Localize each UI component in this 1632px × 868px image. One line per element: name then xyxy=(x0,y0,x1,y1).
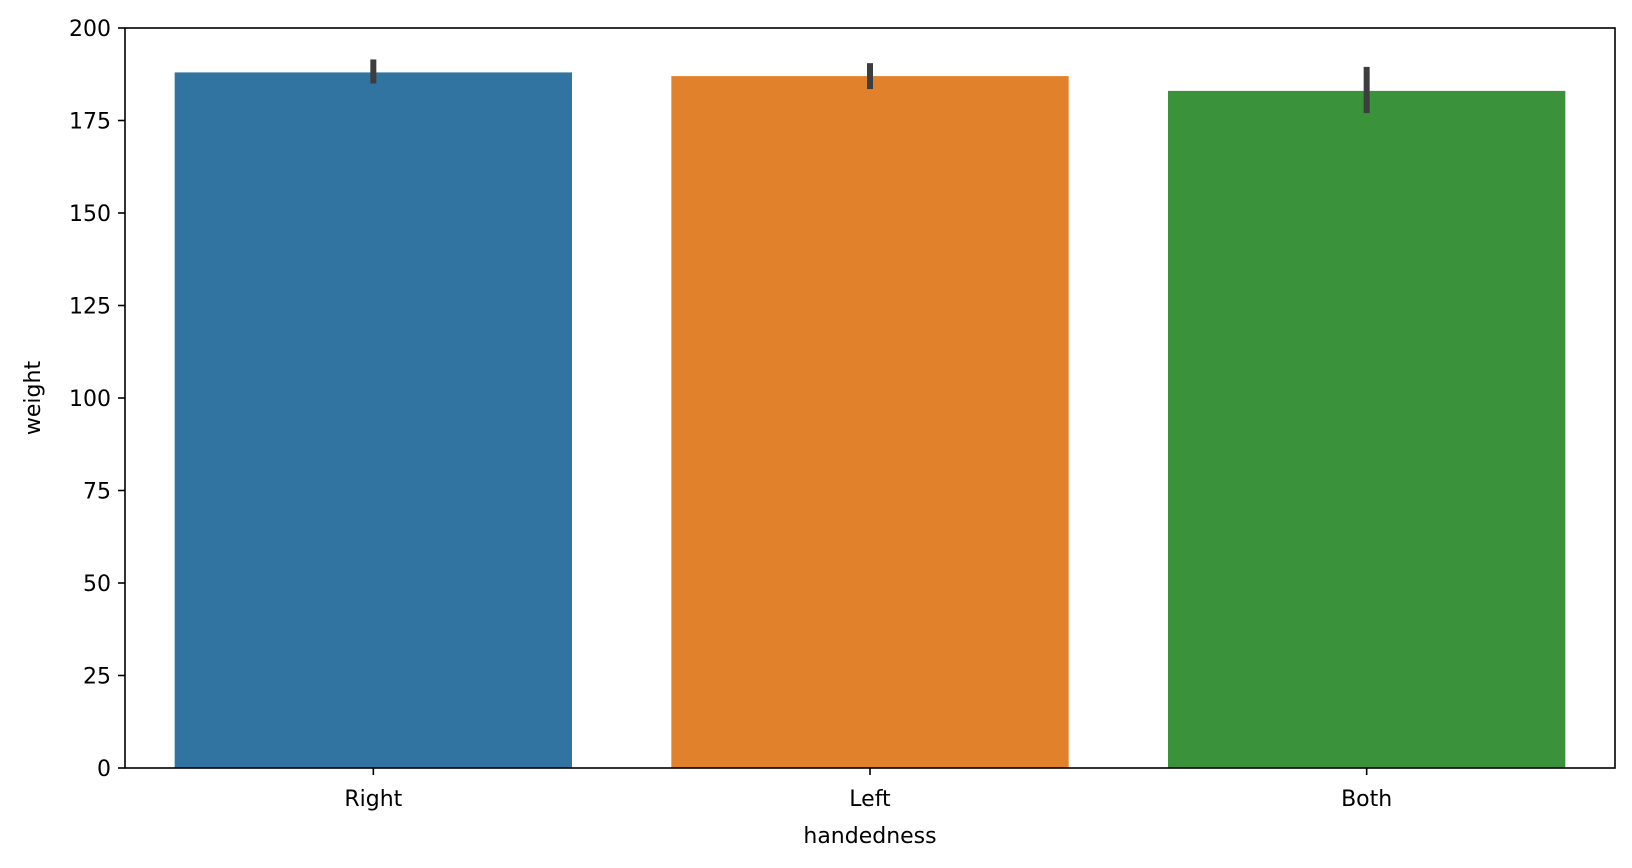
y-tick-label-0: 0 xyxy=(97,757,111,782)
y-tick-label-25: 25 xyxy=(83,665,111,690)
y-tick-label-50: 50 xyxy=(83,572,111,597)
y-tick-label-200: 200 xyxy=(69,17,111,42)
error-bars-layer xyxy=(370,59,1370,114)
bars-layer xyxy=(174,72,1566,769)
x-tick-label-right: Right xyxy=(344,787,402,812)
bar-right xyxy=(174,72,572,768)
y-tick-label-175: 175 xyxy=(69,110,111,135)
y-tick-label-125: 125 xyxy=(69,295,111,320)
y-tick-label-150: 150 xyxy=(69,202,111,227)
x-tick-label-both: Both xyxy=(1341,787,1392,812)
x-axis: Right Left Both xyxy=(344,768,1392,812)
y-axis: 0 25 50 75 100 125 150 175 200 xyxy=(69,17,125,782)
x-axis-title: handedness xyxy=(803,824,936,849)
bar-left xyxy=(671,76,1069,769)
y-tick-label-75: 75 xyxy=(83,480,111,505)
y-axis-title: weight xyxy=(21,361,46,436)
y-tick-label-100: 100 xyxy=(69,387,111,412)
bar-both xyxy=(1168,90,1566,768)
x-tick-label-left: Left xyxy=(849,787,891,812)
